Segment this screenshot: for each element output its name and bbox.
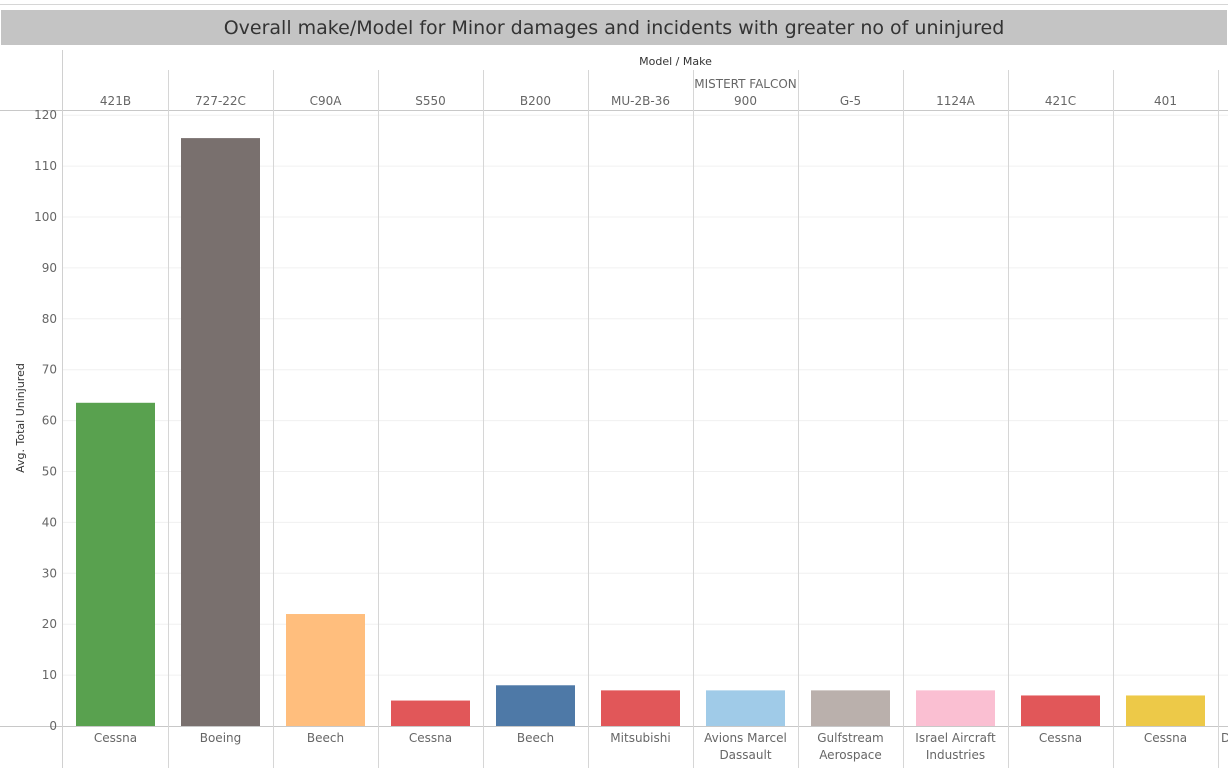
y-tick-label: 110: [34, 159, 57, 173]
bar-g-5: [811, 690, 890, 726]
y-tick-label: 80: [42, 312, 57, 326]
make-label: Dassault: [719, 748, 771, 762]
y-tick-label: 90: [42, 261, 57, 275]
bar-401: [1126, 695, 1205, 726]
make-label: Israel Aircraft: [915, 731, 996, 745]
model-label: B200: [520, 94, 551, 108]
column-header: Model / Make: [639, 55, 712, 68]
model-label: 421B: [100, 94, 131, 108]
make-label: Cessna: [409, 731, 452, 745]
make-label: Beech: [307, 731, 344, 745]
y-tick-label: 10: [42, 668, 57, 682]
bar-421c: [1021, 695, 1100, 726]
y-tick-label: 40: [42, 515, 57, 529]
model-label: MU-2B-36: [611, 94, 670, 108]
y-tick-label: 50: [42, 465, 57, 479]
make-label: Mitsubishi: [610, 731, 670, 745]
top-divider: [0, 4, 1228, 5]
bar-421b: [76, 402, 155, 726]
model-label: G-5: [840, 94, 861, 108]
model-label: 421C: [1045, 94, 1076, 108]
bar-1124a: [916, 690, 995, 726]
make-label: Beech: [517, 731, 554, 745]
y-tick-label: 60: [42, 414, 57, 428]
model-label: 900: [734, 94, 757, 108]
y-axis-label: Avg. Total Uninjured: [14, 363, 27, 473]
bar-b200: [496, 685, 575, 726]
y-tick-label: 0: [49, 719, 57, 733]
y-tick-label: 100: [34, 210, 57, 224]
make-label: Gulfstream: [817, 731, 884, 745]
model-label: 401: [1154, 94, 1177, 108]
make-label: Industries: [926, 748, 985, 762]
make-label: Cessna: [1039, 731, 1082, 745]
bar-mistert-falcon-900: [706, 690, 785, 726]
model-label: 727-22C: [195, 94, 246, 108]
y-tick-label: 30: [42, 566, 57, 580]
model-label: MISTERT FALCON: [694, 77, 797, 91]
model-label: C90A: [310, 94, 343, 108]
bar-727-22c: [181, 138, 260, 727]
bar-c90a: [286, 614, 365, 726]
make-label: Boeing: [200, 731, 242, 745]
bar-mu-2b-36: [601, 690, 680, 726]
overflow-label: D: [1221, 731, 1228, 745]
y-tick-label: 70: [42, 363, 57, 377]
title-bar: Overall make/Model for Minor damages and…: [1, 10, 1227, 45]
make-label: Avions Marcel: [704, 731, 787, 745]
make-label: Cessna: [1144, 731, 1187, 745]
bar-s550: [391, 700, 470, 726]
y-tick-label: 20: [42, 617, 57, 631]
make-label: Aerospace: [819, 748, 882, 762]
model-label: 1124A: [936, 94, 976, 108]
chart-title: Overall make/Model for Minor damages and…: [223, 16, 1005, 39]
model-label: S550: [415, 94, 446, 108]
make-label: Cessna: [94, 731, 137, 745]
y-tick-label: 120: [34, 108, 57, 122]
